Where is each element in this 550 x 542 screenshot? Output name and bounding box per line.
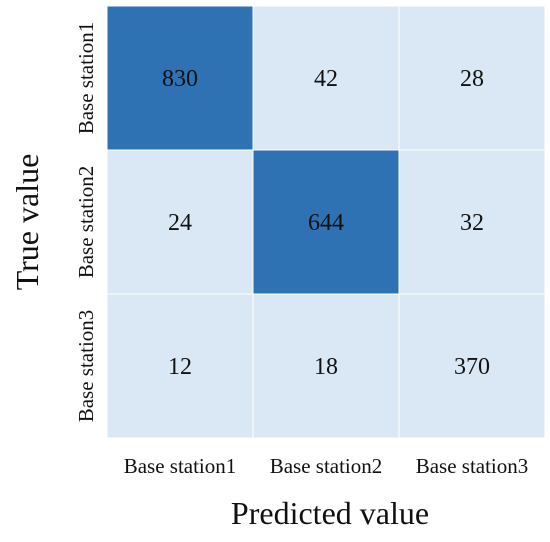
y-tick-label: Base station3: [74, 310, 98, 423]
heatmap-cells: [106, 5, 546, 439]
heatmap-cell: [252, 5, 400, 151]
cell-value-label: 18: [314, 354, 338, 380]
heatmap-cell: [106, 149, 254, 295]
y-axis-label: True value: [9, 154, 45, 291]
y-tick-label: Base station2: [74, 166, 98, 279]
heatmap-cell: [106, 5, 254, 151]
heatmap-cell: [398, 5, 546, 151]
heatmap-cell: [252, 149, 400, 295]
heatmap-cell: [398, 293, 546, 439]
x-axis-label: Predicted value: [231, 495, 429, 531]
x-tick-label: Base station2: [270, 454, 383, 478]
cell-value-label: 32: [460, 210, 484, 236]
heatmap-cell: [398, 149, 546, 295]
cell-value-labels: 830 42 28 24 644 32 12 18 370: [162, 66, 490, 380]
x-tick-label: Base station3: [416, 454, 529, 478]
heatmap-cell: [252, 293, 400, 439]
x-tick-label: Base station1: [124, 454, 237, 478]
heatmap-cell: [106, 293, 254, 439]
x-tick-labels: Base station1 Base station2 Base station3: [124, 454, 529, 478]
cell-value-label: 12: [168, 354, 192, 380]
cell-value-label: 370: [454, 354, 490, 380]
y-tick-label: Base station1: [74, 22, 98, 135]
cell-value-label: 644: [308, 210, 344, 236]
cell-value-label: 28: [460, 66, 484, 92]
cell-value-label: 42: [314, 66, 338, 92]
cell-value-label: 830: [162, 66, 198, 92]
cell-value-label: 24: [168, 210, 192, 236]
y-tick-labels: Base station1 Base station2 Base station3: [74, 22, 98, 423]
